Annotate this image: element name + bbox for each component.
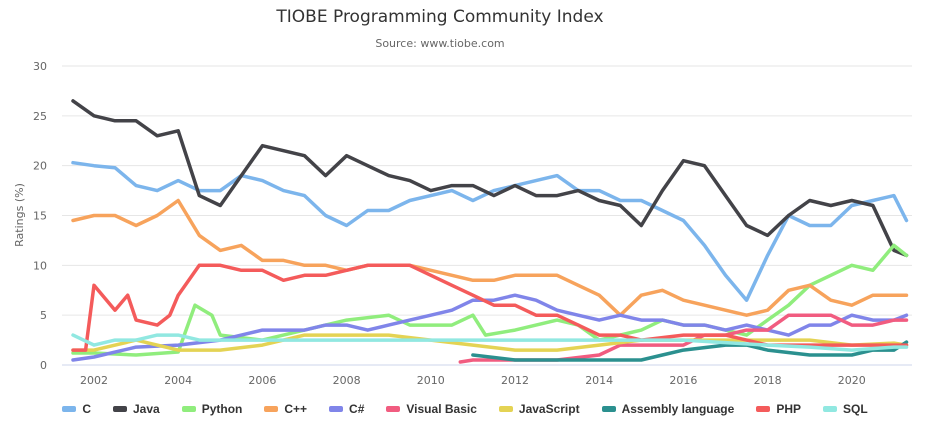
legend-item[interactable]: JavaScript (498, 402, 580, 416)
legend-label: C# (349, 402, 365, 416)
legend-label: C (82, 402, 91, 416)
y-tick-label: 10 (33, 259, 47, 272)
x-tick-label: 2012 (501, 374, 529, 387)
x-tick-label: 2010 (417, 374, 445, 387)
y-axis-label: Ratings (%) (13, 183, 26, 247)
legend-item[interactable]: Visual Basic (386, 402, 477, 416)
series-line-sql (71, 333, 909, 352)
line-chart: TIOBE Programming Community Index Source… (13, 7, 912, 387)
legend-item[interactable]: PHP (756, 402, 801, 416)
legend-swatch (756, 406, 771, 412)
series-line-java (71, 99, 909, 258)
legend-label: C++ (284, 402, 308, 416)
x-tick-label: 2006 (248, 374, 276, 387)
legend-item[interactable]: SQL (823, 402, 868, 416)
legend-label: JavaScript (518, 402, 580, 416)
series-line-c (71, 160, 909, 302)
legend-swatch (62, 406, 77, 412)
legend-label: Visual Basic (406, 402, 477, 416)
x-axis-ticks: 2002 2004 2006 2008 2010 2012 2014 2016 2018 2020 (80, 374, 866, 387)
legend-swatch (386, 406, 401, 412)
legend-swatch (329, 406, 344, 412)
legend-swatch (601, 406, 616, 412)
series-lines (71, 99, 909, 364)
chart-title: TIOBE Programming Community Index (275, 7, 603, 27)
series-line-php (71, 263, 909, 352)
legend-swatch (823, 406, 837, 412)
legend-item[interactable]: Java (112, 402, 160, 416)
legend-swatch (112, 406, 127, 412)
series-line-javascript (71, 333, 909, 352)
legend-swatch (498, 406, 513, 412)
legend-label: Java (132, 402, 160, 416)
legend-item[interactable]: C (62, 402, 91, 416)
legend-label: PHP (776, 402, 801, 416)
legend-label: Python (201, 402, 243, 416)
x-tick-label: 2018 (754, 374, 782, 387)
legend-item[interactable]: Assembly language (601, 402, 735, 416)
x-tick-label: 2002 (80, 374, 108, 387)
y-tick-label: 30 (33, 60, 47, 73)
x-tick-label: 2016 (669, 374, 697, 387)
series-line-c- (71, 198, 909, 317)
legend-item[interactable]: C++ (264, 402, 307, 416)
legend-swatch (181, 406, 196, 412)
chart-subtitle: Source: www.tiobe.com (375, 37, 504, 50)
y-tick-label: 0 (40, 359, 47, 372)
series-line-assembly-language (471, 340, 909, 362)
legend-item[interactable]: Python (181, 402, 243, 416)
series-line-c- (71, 293, 909, 362)
y-axis-ticks: 0 5 10 15 20 25 30 (33, 60, 47, 372)
legend: C Java Python C++ C# Visual Basic JavaScript As… (0, 402, 930, 416)
legend-swatch (264, 406, 279, 412)
legend-item[interactable]: C# (329, 402, 364, 416)
x-tick-label: 2008 (333, 374, 361, 387)
y-tick-label: 20 (33, 160, 47, 173)
x-tick-label: 2014 (585, 374, 613, 387)
y-tick-label: 15 (33, 210, 47, 223)
x-tick-label: 2020 (838, 374, 866, 387)
y-tick-label: 5 (40, 309, 47, 322)
legend-label: SQL (843, 402, 868, 416)
series-line-python (71, 243, 909, 357)
legend-label: Assembly language (621, 402, 735, 416)
y-tick-label: 25 (33, 110, 47, 123)
x-tick-label: 2004 (164, 374, 192, 387)
